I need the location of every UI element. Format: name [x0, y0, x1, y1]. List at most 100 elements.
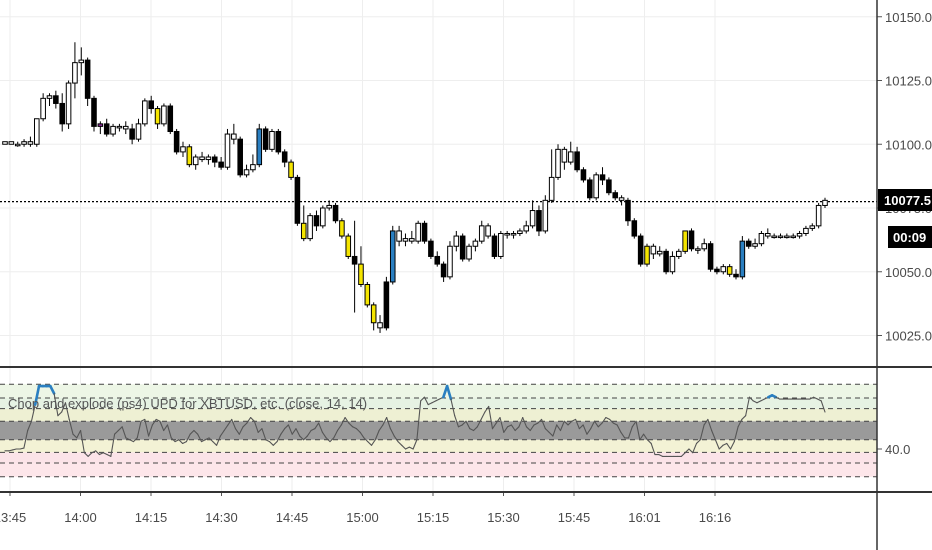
indicator-segment	[189, 429, 195, 435]
candle	[65, 80, 72, 129]
indicator-segment	[64, 402, 70, 420]
candle	[186, 144, 193, 168]
candle-body	[27, 141, 34, 145]
indicator-segment	[299, 435, 305, 441]
indicator-segment	[238, 426, 244, 435]
candle-body	[803, 227, 809, 234]
indicator-segment	[355, 428, 361, 433]
indicator-segment	[495, 416, 501, 424]
candle	[364, 281, 371, 308]
candle-body	[415, 222, 421, 242]
indicator-segment	[53, 392, 59, 417]
indicator-segment	[733, 426, 739, 443]
candle	[116, 123, 123, 132]
indicator-segment	[597, 422, 603, 428]
indicator-segment	[518, 416, 524, 428]
indicator-segment	[469, 428, 475, 432]
candle-body	[650, 245, 657, 255]
indicator-segment	[132, 437, 138, 443]
candle	[567, 141, 574, 165]
candle	[294, 174, 301, 226]
candle-body	[574, 151, 580, 171]
indicator-segment	[593, 420, 599, 428]
candle-body	[453, 235, 460, 247]
indicator-line	[4, 384, 826, 457]
indicator-segment	[382, 416, 388, 426]
indicator-segment	[658, 453, 664, 457]
candle-body	[110, 125, 116, 135]
x-tick-label: 14:45	[276, 510, 309, 525]
candle-body	[180, 146, 186, 153]
candle	[33, 118, 40, 147]
candle-body	[186, 146, 193, 166]
candle	[809, 223, 816, 231]
candle-body	[682, 230, 688, 252]
candle-body	[580, 169, 587, 181]
indicator-zone	[0, 463, 877, 477]
candle	[574, 146, 580, 173]
indicator-segment	[718, 444, 724, 450]
indicator-segment	[616, 424, 622, 433]
indicator-segment	[314, 422, 320, 430]
indicator-segment	[174, 439, 180, 443]
candle-body	[192, 156, 199, 166]
candle	[231, 123, 237, 145]
candle-body	[440, 263, 447, 278]
candle-body	[91, 97, 97, 127]
candle-body	[250, 164, 256, 171]
candle	[555, 144, 561, 180]
candle	[351, 220, 358, 313]
indicator-segment	[329, 437, 335, 443]
candle	[625, 197, 631, 226]
candle	[599, 167, 606, 186]
candle	[669, 251, 676, 275]
candle-body	[389, 230, 396, 283]
y-tick-label: 10050.0	[885, 265, 932, 280]
candle	[752, 238, 758, 249]
indicator-segment	[722, 442, 728, 446]
indicator-segment	[559, 420, 565, 432]
indicator-segment	[510, 424, 516, 432]
indicator-segment	[242, 422, 248, 428]
candle	[154, 106, 161, 129]
candle	[720, 264, 727, 275]
candle-body	[148, 100, 154, 110]
indicator-segment	[178, 439, 184, 445]
indicator-segment	[552, 424, 558, 437]
candle	[491, 233, 498, 259]
candle-body	[695, 248, 701, 251]
indicator-segment	[227, 418, 233, 426]
candle-body	[205, 156, 212, 161]
candle-body	[765, 233, 771, 237]
candle	[542, 195, 549, 234]
candle-body	[402, 238, 409, 242]
candle-body	[688, 230, 695, 250]
candle-body	[269, 131, 275, 150]
candle	[326, 200, 332, 211]
candle-body	[733, 273, 739, 278]
candle	[631, 218, 638, 239]
candle	[478, 220, 485, 244]
candle	[173, 128, 180, 155]
indicator-segment	[488, 405, 494, 430]
candlestick-series	[2, 42, 828, 333]
candle-body	[536, 210, 542, 232]
indicator-segment	[457, 424, 463, 428]
candle-body	[428, 240, 434, 257]
candle-body	[370, 304, 377, 324]
candle-body	[326, 204, 332, 209]
indicator-segment	[23, 429, 29, 449]
indicator-segment	[397, 441, 403, 446]
indicator-segment	[427, 402, 433, 406]
indicator-zone	[0, 408, 877, 422]
candle-body	[593, 174, 599, 199]
indicator-segment	[544, 428, 550, 433]
indicator-segment	[231, 418, 237, 430]
candle	[122, 121, 129, 135]
indicator-bands	[0, 383, 877, 478]
candle-body	[8, 141, 15, 145]
indicator-segment	[268, 441, 274, 446]
candle-body	[447, 245, 453, 278]
indicator-segment	[19, 447, 25, 450]
